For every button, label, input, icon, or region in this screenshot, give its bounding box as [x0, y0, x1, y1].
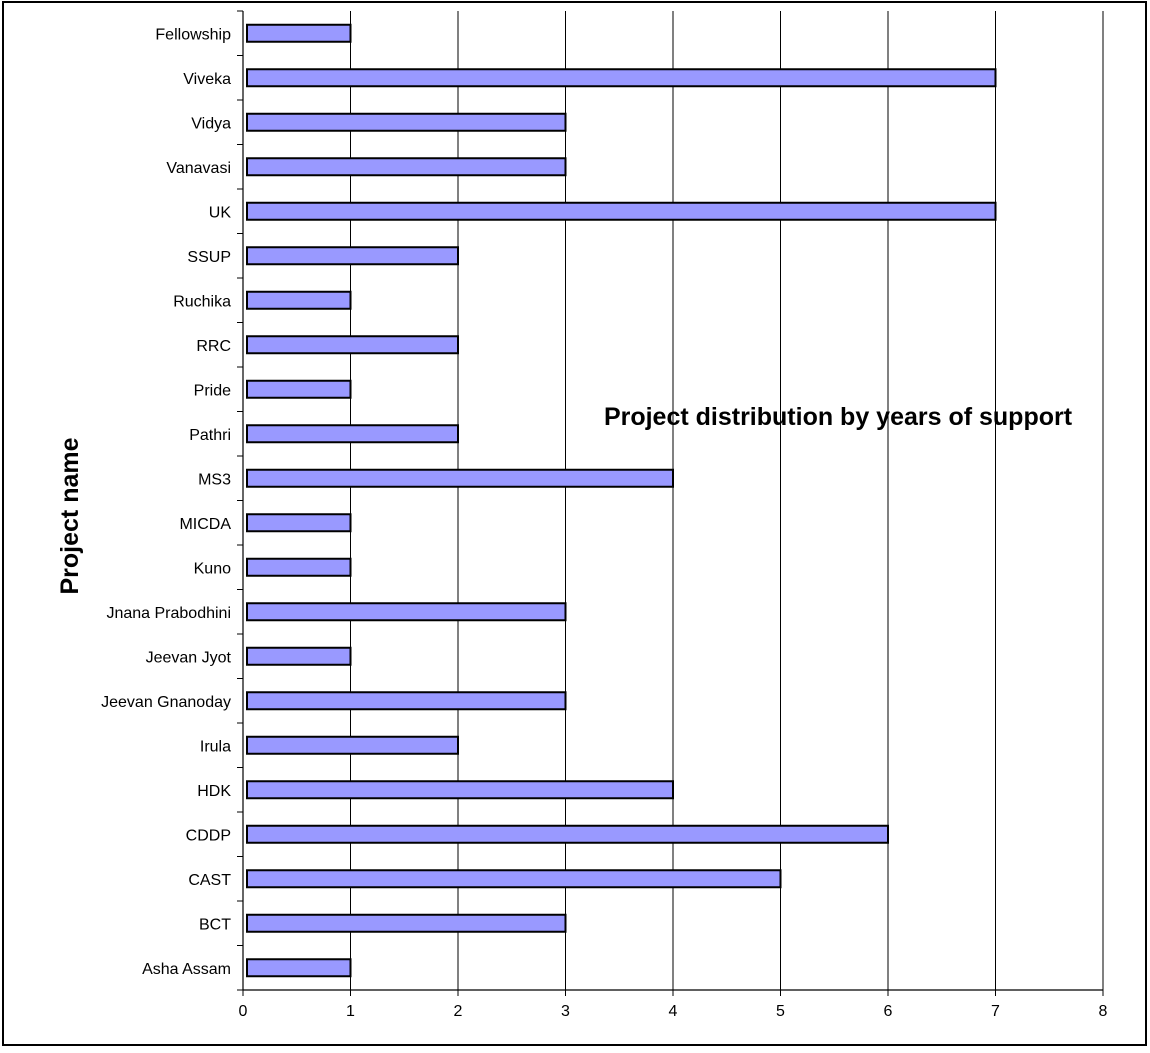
category-label: Pathri — [189, 427, 231, 444]
bar — [246, 557, 352, 577]
bar — [246, 201, 997, 221]
x-tick-label: 6 — [884, 1003, 893, 1020]
bar-chart: 0 1 2 3 4 5 6 7 8 Fellowship Viveka Vidya Vanavasi UK… — [56, 10, 1108, 1020]
x-tick-label: 2 — [454, 1003, 463, 1020]
category-label: Fellowship — [155, 26, 231, 43]
category-label: Vanavasi — [166, 160, 231, 177]
x-tick-label: 3 — [561, 1003, 570, 1020]
bar — [246, 513, 352, 533]
bar — [246, 735, 459, 755]
bar — [246, 913, 567, 933]
bar — [246, 290, 352, 310]
bar — [246, 602, 567, 622]
category-label: Jnana Prabodhini — [106, 605, 231, 622]
category-label: MS3 — [198, 471, 231, 488]
category-label: Vidya — [191, 115, 231, 132]
category-label: HDK — [197, 783, 231, 800]
category-label: Kuno — [194, 560, 231, 577]
chart-title: Project distribution by years of support — [604, 403, 1073, 431]
bar — [246, 424, 459, 444]
x-tick-label: 1 — [346, 1003, 355, 1020]
category-label: Irula — [200, 738, 231, 755]
x-tick-label: 4 — [669, 1003, 678, 1020]
labels: 0 1 2 3 4 5 6 7 8 Fellowship Viveka Vidya Vanavasi UK… — [101, 26, 1107, 1020]
category-label: CDDP — [186, 827, 231, 844]
category-label: Viveka — [183, 71, 231, 88]
bar — [246, 869, 782, 889]
bar — [246, 958, 352, 978]
bar — [246, 379, 352, 399]
category-label: MICDA — [179, 516, 231, 533]
bar — [246, 646, 352, 666]
bar — [246, 23, 352, 43]
bar — [246, 246, 459, 266]
category-label: RRC — [196, 338, 231, 355]
y-axis-title: Project name — [56, 437, 84, 594]
category-label: Ruchika — [173, 293, 231, 310]
bar — [246, 468, 674, 488]
category-label: SSUP — [187, 249, 231, 266]
category-label: CAST — [188, 872, 231, 889]
x-tick-label: 0 — [239, 1003, 248, 1020]
category-label: Jeevan Gnanoday — [101, 694, 231, 711]
x-tick-label: 7 — [991, 1003, 1000, 1020]
category-label: Pride — [194, 382, 231, 399]
bar — [246, 335, 459, 355]
category-label: Jeevan Jyot — [146, 649, 232, 666]
category-label: Asha Assam — [142, 961, 231, 978]
bar — [246, 824, 889, 844]
bar — [246, 780, 674, 800]
bar — [246, 157, 567, 177]
bar — [246, 68, 997, 88]
axes — [237, 10, 1104, 996]
bars — [246, 23, 997, 978]
bar — [246, 691, 567, 711]
x-tick-label: 8 — [1099, 1003, 1108, 1020]
x-tick-label: 5 — [776, 1003, 785, 1020]
category-label: UK — [209, 204, 232, 221]
bar — [246, 112, 567, 132]
category-label: BCT — [199, 916, 231, 933]
